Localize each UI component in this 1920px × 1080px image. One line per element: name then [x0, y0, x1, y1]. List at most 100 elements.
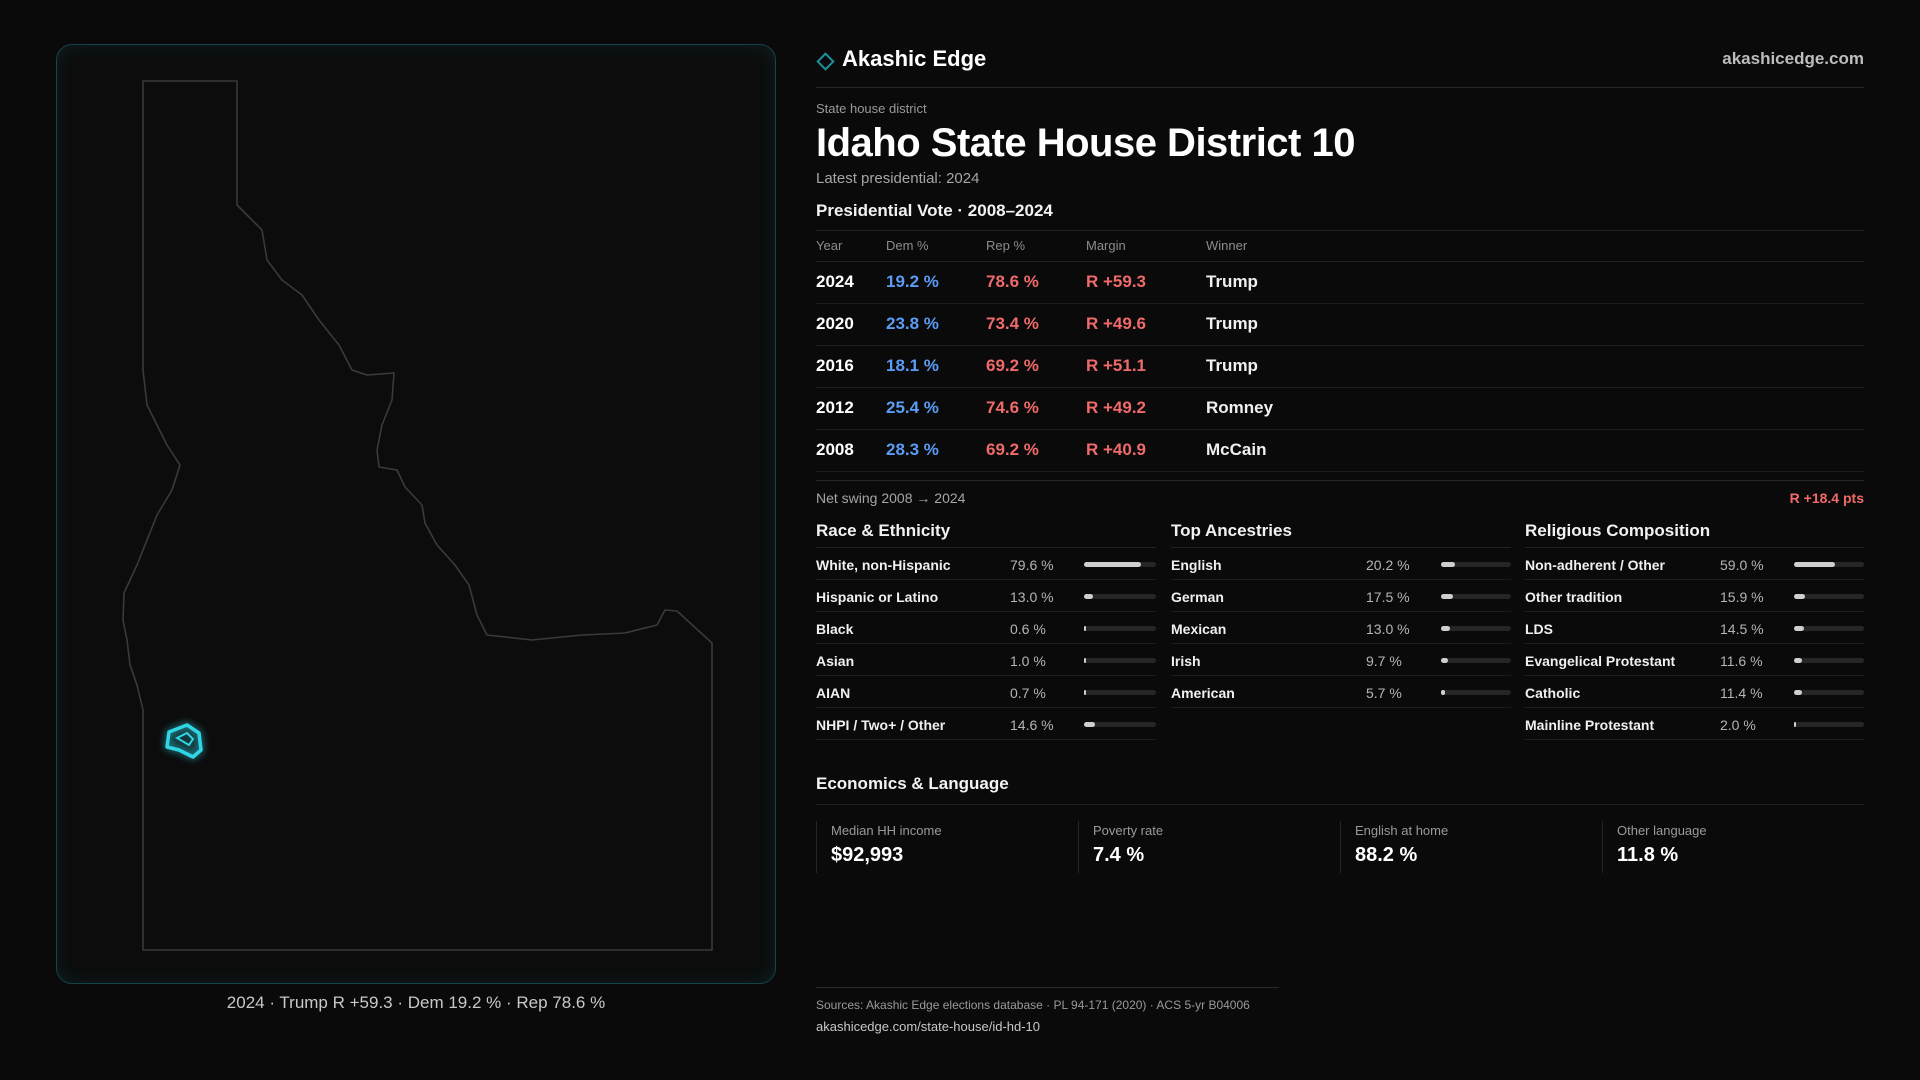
- share-bar: [1084, 657, 1156, 663]
- idaho-map: [122, 80, 713, 951]
- cell-dem: 25.4 %: [886, 387, 986, 430]
- stat-value: 88.2 %: [1355, 843, 1418, 866]
- item-label: Mexican: [1171, 620, 1227, 637]
- stat-value: 11.8 %: [1617, 843, 1679, 866]
- list-item: Black 0.6 %: [816, 612, 1156, 644]
- district-type: State house district: [816, 101, 927, 116]
- cell-rep: 78.6 %: [986, 261, 1086, 304]
- share-bar: [1794, 625, 1864, 631]
- stat-label: English at home: [1355, 822, 1449, 838]
- share-bar: [1084, 721, 1156, 727]
- top-ancestries-section: Top Ancestries English 20.2 % German 17.5 %…: [1171, 518, 1511, 708]
- demographics: Race & Ethnicity White, non-Hispanic 79.6…: [816, 518, 1864, 768]
- cell-dem: 18.1 %: [886, 345, 986, 388]
- cell-winner: McCain: [1206, 429, 1864, 472]
- share-bar-fill: [1084, 689, 1086, 695]
- list-item: Asian 1.0 %: [816, 644, 1156, 676]
- table-row: 2012 25.4 % 74.6 % R +49.2 Romney: [816, 387, 1864, 430]
- cell-winner: Trump: [1206, 261, 1864, 304]
- cell-year: 2020: [816, 303, 886, 346]
- share-bar: [1084, 593, 1156, 599]
- cell-year: 2008: [816, 429, 886, 472]
- stat-card: English at home 88.2 %: [1340, 820, 1602, 873]
- item-label: Mainline Protestant: [1525, 716, 1655, 733]
- religious-composition-title: Religious Composition: [1525, 518, 1864, 548]
- item-value: 15.9 %: [1720, 588, 1764, 605]
- cell-year: 2016: [816, 345, 886, 388]
- item-label: German: [1171, 588, 1224, 605]
- cell-margin: R +51.1: [1086, 345, 1206, 388]
- share-bar-fill: [1794, 625, 1805, 631]
- sources-footer: Sources: Akashic Edge elections database…: [816, 987, 1279, 1034]
- stat-card: Other language 11.8 %: [1602, 820, 1864, 873]
- item-value: 5.7 %: [1366, 684, 1402, 701]
- cell-dem: 23.8 %: [886, 303, 986, 346]
- stat-label: Poverty rate: [1093, 822, 1164, 838]
- cell-margin: R +40.9: [1086, 429, 1206, 472]
- diamond-icon: [816, 51, 835, 71]
- district-10-inner: [174, 731, 195, 747]
- item-value: 11.6 %: [1720, 652, 1763, 669]
- cell-dem: 28.3 %: [886, 429, 986, 472]
- col-winner: Winner: [1206, 231, 1864, 262]
- stat-label: Median HH income: [831, 822, 942, 838]
- source-url-link[interactable]: akashicedge.com/state-house/id-hd-10: [816, 1019, 1041, 1034]
- share-bar: [1794, 561, 1864, 567]
- col-margin: Margin: [1086, 231, 1206, 262]
- cell-margin: R +49.2: [1086, 387, 1206, 430]
- table-header-row: Year Dem % Rep % Margin Winner: [816, 231, 1864, 262]
- item-value: 0.6 %: [1010, 620, 1046, 637]
- stat-value: 7.4 %: [1093, 843, 1145, 866]
- item-label: Evangelical Protestant: [1525, 652, 1676, 669]
- presidential-vote-title: Presidential Vote · 2008–2024: [816, 201, 1864, 231]
- share-bar-fill: [1794, 721, 1796, 727]
- item-value: 20.2 %: [1366, 556, 1410, 573]
- brand[interactable]: Akashic Edge: [816, 46, 986, 72]
- details-panel: Akashic Edge akashicedge.com State house…: [816, 44, 1864, 873]
- map-caption: 2024 · Trump R +59.3 · Dem 19.2 % · Rep …: [226, 993, 606, 1012]
- share-bar-fill: [1441, 657, 1448, 663]
- share-bar-fill: [1084, 625, 1086, 631]
- stat-value: $92,993: [831, 843, 904, 866]
- item-label: Non-adherent / Other: [1525, 556, 1666, 573]
- share-bar: [1084, 561, 1156, 567]
- item-label: Asian: [816, 652, 855, 669]
- table-row: 2020 23.8 % 73.4 % R +49.6 Trump: [816, 303, 1864, 346]
- page-title: Idaho State House District 10: [816, 121, 1355, 165]
- share-bar: [1794, 593, 1864, 599]
- share-bar-fill: [1084, 721, 1095, 727]
- item-label: Catholic: [1525, 684, 1581, 701]
- item-value: 59.0 %: [1720, 556, 1764, 573]
- item-value: 14.5 %: [1720, 620, 1764, 637]
- item-label: Black: [816, 620, 854, 637]
- list-item: Hispanic or Latino 13.0 %: [816, 580, 1156, 612]
- item-label: AIAN: [816, 684, 851, 701]
- share-bar-fill: [1084, 657, 1086, 663]
- list-item: Mainline Protestant 2.0 %: [1525, 708, 1864, 740]
- religious-composition-section: Religious Composition Non-adherent / Oth…: [1525, 518, 1864, 740]
- share-bar: [1794, 657, 1864, 663]
- col-rep: Rep %: [986, 231, 1086, 262]
- item-label: White, non-Hispanic: [816, 556, 951, 573]
- cell-rep: 73.4 %: [986, 303, 1086, 346]
- cell-winner: Trump: [1206, 303, 1864, 346]
- share-bar: [1441, 593, 1511, 599]
- share-bar-fill: [1794, 657, 1803, 663]
- item-label: American: [1171, 684, 1235, 701]
- brand-url-link[interactable]: akashicedge.com: [1722, 49, 1864, 68]
- cell-rep: 74.6 %: [986, 387, 1086, 430]
- share-bar: [1441, 657, 1511, 663]
- list-item: English 20.2 %: [1171, 548, 1511, 580]
- share-bar: [1084, 689, 1156, 695]
- list-item: NHPI / Two+ / Other 14.6 %: [816, 708, 1156, 740]
- table-row: 2008 28.3 % 69.2 % R +40.9 McCain: [816, 429, 1864, 472]
- item-label: Other tradition: [1525, 588, 1623, 605]
- item-value: 2.0 %: [1720, 716, 1756, 733]
- list-item: AIAN 0.7 %: [816, 676, 1156, 708]
- list-item: Irish 9.7 %: [1171, 644, 1511, 676]
- race-ethnicity-section: Race & Ethnicity White, non-Hispanic 79.6…: [816, 518, 1156, 740]
- item-label: NHPI / Two+ / Other: [816, 716, 946, 733]
- list-item: German 17.5 %: [1171, 580, 1511, 612]
- item-value: 14.6 %: [1010, 716, 1054, 733]
- item-value: 1.0 %: [1010, 652, 1046, 669]
